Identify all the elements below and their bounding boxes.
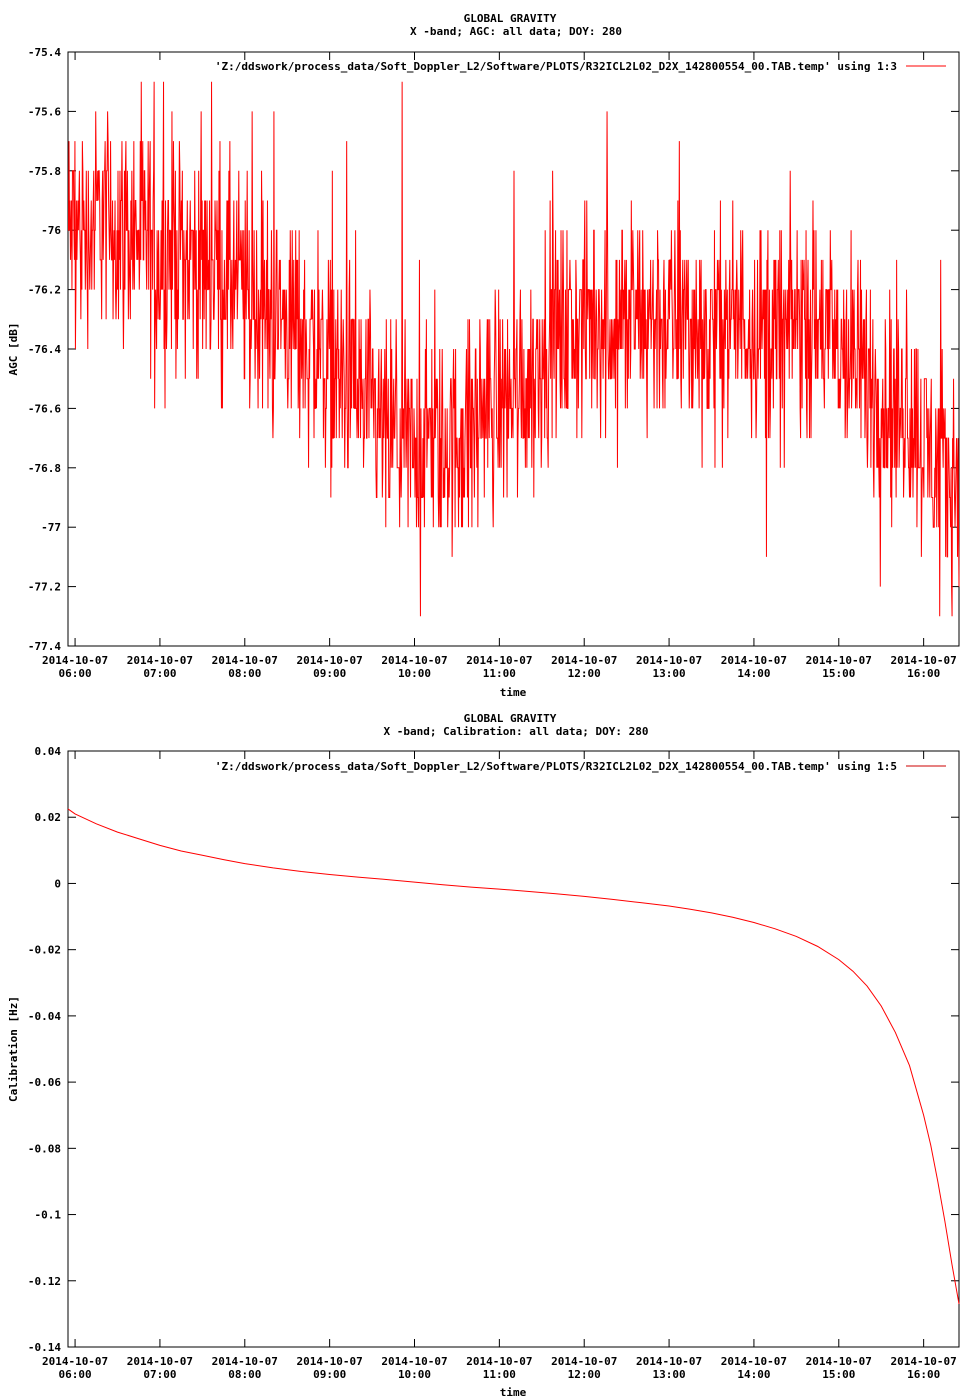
calibration-y-tick-label: -0.14 bbox=[28, 1341, 61, 1354]
calibration-y-tick-label: 0.02 bbox=[35, 811, 62, 824]
calibration-x-tick-date: 2014-10-07 bbox=[721, 1355, 787, 1368]
calibration-x-tick-date: 2014-10-07 bbox=[42, 1355, 108, 1368]
calibration-y-tick-label: -0.04 bbox=[28, 1010, 61, 1023]
agc-x-axis-label: time bbox=[500, 686, 527, 699]
calibration-y-tick-label: 0.04 bbox=[35, 745, 62, 758]
calibration-x-tick-time: 14:00 bbox=[737, 1368, 770, 1381]
agc-x-tick-time: 14:00 bbox=[737, 667, 770, 680]
agc-x-tick-date: 2014-10-07 bbox=[127, 654, 193, 667]
agc-x-tick-date: 2014-10-07 bbox=[721, 654, 787, 667]
agc-x-tick-date: 2014-10-07 bbox=[891, 654, 957, 667]
calibration-y-tick-label: -0.08 bbox=[28, 1142, 61, 1155]
calibration-chart-title: GLOBAL GRAVITY bbox=[464, 712, 557, 725]
agc-x-tick-time: 08:00 bbox=[228, 667, 261, 680]
calibration-x-tick-time: 09:00 bbox=[313, 1368, 346, 1381]
agc-chart: GLOBAL GRAVITY X -band; AGC: all data; D… bbox=[7, 12, 960, 699]
agc-y-axis: -75.4 -75.6 -75.8 -76 -76.2 -76.4 -76.6 -76.8 -7… bbox=[28, 46, 959, 653]
agc-x-axis: 2014-10-0706:002014-10-0707:002014-10-07… bbox=[42, 52, 957, 680]
calibration-x-tick-date: 2014-10-07 bbox=[297, 1355, 363, 1368]
agc-x-tick-time: 12:00 bbox=[568, 667, 601, 680]
calibration-y-tick-label: -0.1 bbox=[35, 1209, 62, 1222]
agc-x-tick-time: 10:00 bbox=[398, 667, 431, 680]
agc-y-tick-label: -76.8 bbox=[28, 462, 61, 475]
agc-y-tick-label: -75.6 bbox=[28, 105, 61, 118]
agc-y-tick-label: -77.2 bbox=[28, 581, 61, 594]
agc-y-tick-label: -76.6 bbox=[28, 402, 61, 415]
calibration-x-tick-date: 2014-10-07 bbox=[636, 1355, 702, 1368]
agc-x-tick-date: 2014-10-07 bbox=[212, 654, 278, 667]
calibration-x-tick-date: 2014-10-07 bbox=[127, 1355, 193, 1368]
calibration-y-axis-label: Calibration [Hz] bbox=[7, 996, 20, 1102]
calibration-x-tick-date: 2014-10-07 bbox=[381, 1355, 447, 1368]
agc-y-axis-label: AGC [dB] bbox=[7, 323, 20, 376]
agc-x-tick-date: 2014-10-07 bbox=[42, 654, 108, 667]
agc-y-tick-label: -76 bbox=[41, 224, 61, 237]
calibration-y-tick-label: -0.02 bbox=[28, 944, 61, 957]
calibration-x-tick-date: 2014-10-07 bbox=[212, 1355, 278, 1368]
calibration-y-tick-label: -0.12 bbox=[28, 1275, 61, 1288]
calibration-x-axis-label: time bbox=[500, 1386, 527, 1399]
calibration-y-tick-label: -0.06 bbox=[28, 1076, 61, 1089]
agc-x-tick-time: 15:00 bbox=[822, 667, 855, 680]
agc-series-line bbox=[68, 81, 960, 617]
calibration-x-tick-time: 13:00 bbox=[653, 1368, 686, 1381]
calibration-y-tick-label: 0 bbox=[54, 877, 61, 890]
calibration-legend-label: 'Z:/ddswork/process_data/Soft_Doppler_L2… bbox=[215, 760, 897, 773]
agc-x-tick-date: 2014-10-07 bbox=[806, 654, 872, 667]
agc-x-tick-date: 2014-10-07 bbox=[551, 654, 617, 667]
calibration-y-axis: 0.04 0.02 0 -0.02 -0.04 -0.06 -0.08 -0.1 -0.12 -0… bbox=[28, 745, 959, 1354]
calibration-x-tick-date: 2014-10-07 bbox=[891, 1355, 957, 1368]
agc-x-tick-time: 11:00 bbox=[483, 667, 516, 680]
agc-y-tick-label: -75.4 bbox=[28, 46, 61, 59]
calibration-x-tick-date: 2014-10-07 bbox=[551, 1355, 617, 1368]
calibration-chart: GLOBAL GRAVITY X -band; Calibration: all… bbox=[7, 712, 960, 1399]
agc-legend-label: 'Z:/ddswork/process_data/Soft_Doppler_L2… bbox=[215, 60, 897, 73]
calibration-chart-subtitle: X -band; Calibration: all data; DOY: 280 bbox=[384, 725, 649, 738]
agc-x-tick-date: 2014-10-07 bbox=[466, 654, 532, 667]
calibration-x-tick-date: 2014-10-07 bbox=[466, 1355, 532, 1368]
agc-y-tick-label: -75.8 bbox=[28, 165, 61, 178]
agc-chart-subtitle: X -band; AGC: all data; DOY: 280 bbox=[410, 25, 622, 38]
calibration-x-tick-time: 08:00 bbox=[228, 1368, 261, 1381]
agc-x-tick-time: 13:00 bbox=[653, 667, 686, 680]
agc-x-tick-time: 06:00 bbox=[59, 667, 92, 680]
agc-x-tick-time: 16:00 bbox=[907, 667, 940, 680]
calibration-x-tick-time: 15:00 bbox=[822, 1368, 855, 1381]
agc-chart-title: GLOBAL GRAVITY bbox=[464, 12, 557, 25]
calibration-x-tick-date: 2014-10-07 bbox=[806, 1355, 872, 1368]
calibration-x-tick-time: 07:00 bbox=[143, 1368, 176, 1381]
agc-x-tick-time: 07:00 bbox=[143, 667, 176, 680]
calibration-plot-frame bbox=[67, 750, 960, 1348]
agc-x-tick-date: 2014-10-07 bbox=[297, 654, 363, 667]
agc-y-tick-label: -77 bbox=[41, 521, 61, 534]
agc-x-tick-date: 2014-10-07 bbox=[636, 654, 702, 667]
agc-y-tick-label: -77.4 bbox=[28, 640, 61, 653]
calibration-x-tick-time: 16:00 bbox=[907, 1368, 940, 1381]
agc-y-tick-label: -76.4 bbox=[28, 343, 61, 356]
calibration-x-tick-time: 06:00 bbox=[59, 1368, 92, 1381]
calibration-x-tick-time: 11:00 bbox=[483, 1368, 516, 1381]
calibration-series-line bbox=[67, 808, 960, 1305]
agc-x-tick-time: 09:00 bbox=[313, 667, 346, 680]
agc-y-tick-label: -76.2 bbox=[28, 284, 61, 297]
calibration-x-axis: 2014-10-0706:002014-10-0707:002014-10-07… bbox=[42, 751, 957, 1381]
calibration-x-tick-time: 12:00 bbox=[568, 1368, 601, 1381]
agc-x-tick-date: 2014-10-07 bbox=[381, 654, 447, 667]
calibration-x-tick-time: 10:00 bbox=[398, 1368, 431, 1381]
